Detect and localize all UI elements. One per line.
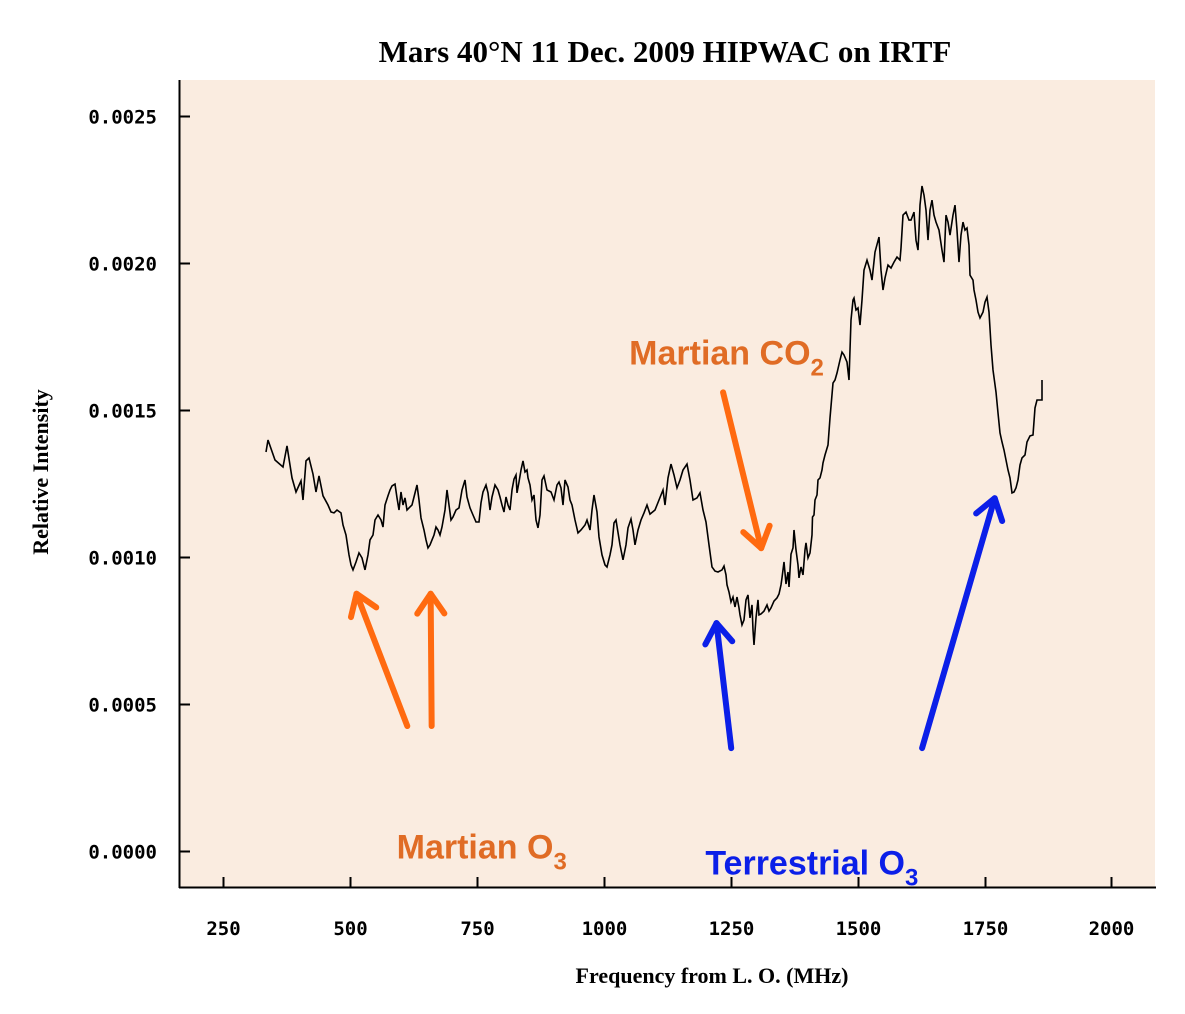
annotation-arrow xyxy=(347,590,411,730)
annotation-subscript: 2 xyxy=(811,354,824,381)
annotation-arrow xyxy=(919,495,1006,752)
annotation-label: Martian CO2 xyxy=(629,334,824,381)
x-tick-label: 1000 xyxy=(582,918,628,940)
x-tick-label: 500 xyxy=(333,918,367,940)
arrow-shaft xyxy=(353,590,411,730)
arrow-head xyxy=(414,590,448,617)
annotation-text: Martian CO xyxy=(629,334,810,372)
x-tick-label: 750 xyxy=(460,918,494,940)
annotation-arrow xyxy=(702,620,736,752)
x-axis-title: Frequency from L. O. (MHz) xyxy=(576,963,849,988)
annotation-terrestrial-o3: Terrestrial O3 xyxy=(702,495,1006,892)
annotation-martian-o3: Martian O3 xyxy=(347,590,567,875)
y-tick-label: 0.0005 xyxy=(88,695,157,717)
x-tick-label: 1750 xyxy=(963,918,1009,940)
x-tick-label: 1500 xyxy=(836,918,882,940)
x-tick-label: 2000 xyxy=(1089,918,1135,940)
y-tick-label: 0.0000 xyxy=(88,842,157,864)
arrow-head xyxy=(702,620,736,648)
annotation-subscript: 3 xyxy=(905,865,918,892)
arrow-shaft xyxy=(720,389,765,552)
annotation-text: Martian O xyxy=(397,828,554,866)
annotation-arrow xyxy=(414,590,448,730)
y-tick-label: 0.0010 xyxy=(88,548,157,570)
arrow-shaft xyxy=(427,590,435,730)
annotation-label: Terrestrial O3 xyxy=(705,845,918,892)
annotation-arrow xyxy=(720,389,773,552)
series-line-mars-spectrum xyxy=(265,185,1043,645)
arrow-shaft xyxy=(919,495,998,752)
annotation-subscript: 3 xyxy=(553,848,566,875)
x-tick-label: 250 xyxy=(206,918,240,940)
arrow-shaft xyxy=(713,620,735,752)
annotation-martian-co2: Martian CO2 xyxy=(629,334,824,552)
y-axis-title: Relative Intensity xyxy=(28,389,53,555)
annotation-text: Terrestrial O xyxy=(705,845,905,883)
arrow-head xyxy=(740,522,773,552)
x-axis-ticks: 250 500 750 1000 1250 1500 1750 2000 xyxy=(206,877,1134,940)
arrow-head xyxy=(973,495,1006,525)
y-tick-label: 0.0025 xyxy=(88,107,157,129)
y-tick-label: 0.0020 xyxy=(88,254,157,276)
chart-title: Mars 40°N 11 Dec. 2009 HIPWAC on IRTF xyxy=(379,34,952,69)
y-axis-ticks: 0.0000 0.0005 0.0010 0.0015 0.0020 0.0025 xyxy=(88,107,190,864)
x-tick-label: 1250 xyxy=(709,918,755,940)
y-tick-label: 0.0015 xyxy=(88,401,157,423)
arrow-head xyxy=(347,590,380,621)
annotation-label: Martian O3 xyxy=(397,828,567,875)
